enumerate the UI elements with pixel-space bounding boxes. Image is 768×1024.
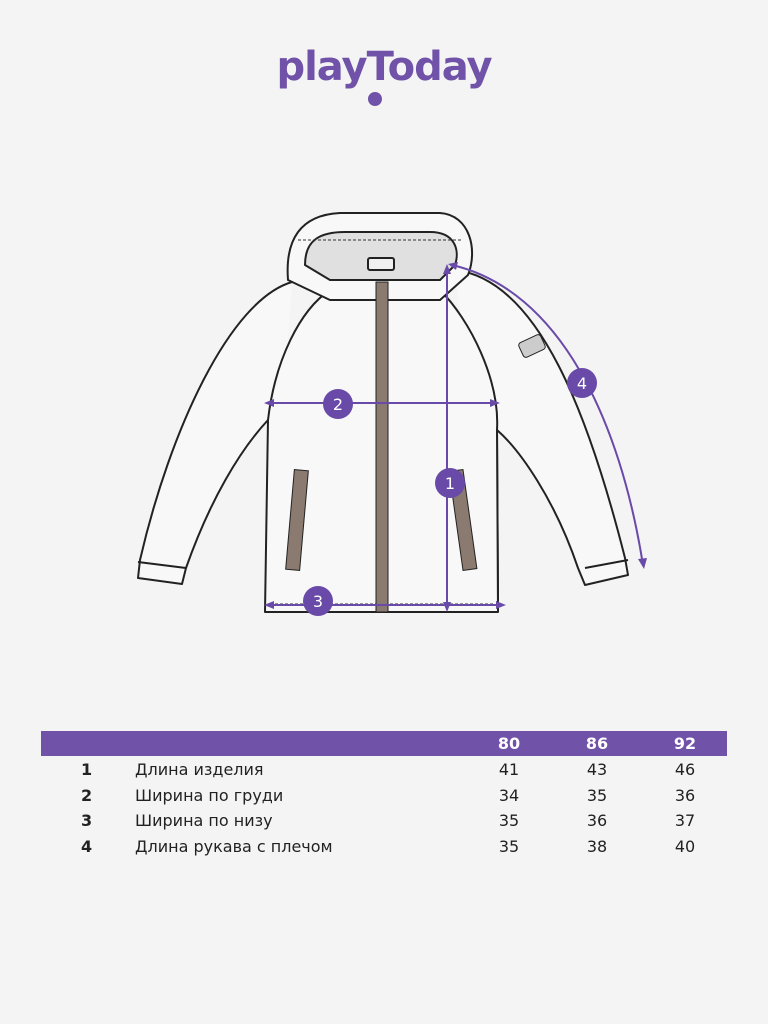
size-header: 92 — [673, 734, 697, 753]
marker-3: 3 — [303, 586, 333, 616]
cell-value: 35 — [498, 836, 520, 856]
row-number: 1 — [81, 760, 93, 779]
table-row: 1 Длина изделия 41 43 46 — [41, 756, 727, 782]
logo-dot — [368, 92, 382, 106]
marker-2: 2 — [323, 389, 353, 419]
size-header: 80 — [497, 734, 521, 753]
table-row: 4 Длина рукава с плечом 35 38 40 — [41, 833, 727, 859]
cell-value: 35 — [586, 785, 608, 805]
cell-value: 43 — [586, 760, 608, 779]
table-row: 3 Ширина по низу 35 36 37 — [41, 807, 727, 833]
size-table: 80 86 92 1 Длина изделия 41 43 46 2 Шири… — [41, 731, 727, 858]
cell-value: 38 — [586, 836, 608, 856]
logo-text: playToday — [276, 44, 492, 90]
arrowheads — [264, 262, 647, 612]
cell-value: 41 — [498, 760, 520, 779]
row-number: 4 — [81, 836, 93, 856]
cell-value: 34 — [498, 785, 520, 805]
row-label: Длина изделия — [135, 760, 264, 779]
cell-value: 36 — [586, 811, 608, 830]
table-row: 2 Ширина по груди 34 35 36 — [41, 782, 727, 808]
cell-value: 40 — [674, 836, 696, 856]
row-number: 2 — [81, 785, 93, 805]
jacket-sketch: 1 2 3 4 — [137, 212, 647, 616]
size-header: 86 — [585, 734, 609, 753]
size-table-header: 80 86 92 — [41, 731, 727, 756]
row-label: Ширина по низу — [135, 811, 273, 830]
cell-value: 37 — [674, 811, 696, 830]
sleeve-patch — [518, 334, 546, 358]
cell-value: 35 — [498, 811, 520, 830]
cell-value: 46 — [674, 760, 696, 779]
marker-4: 4 — [567, 368, 597, 398]
svg-text:4: 4 — [577, 374, 587, 393]
svg-text:3: 3 — [313, 592, 323, 611]
svg-text:1: 1 — [445, 474, 455, 493]
row-label: Ширина по груди — [135, 785, 284, 805]
row-label: Длина рукава с плечом — [135, 836, 333, 856]
cell-value: 36 — [674, 785, 696, 805]
marker-1: 1 — [435, 468, 465, 498]
brand-logo: playToday — [0, 44, 768, 106]
zipper — [285, 281, 478, 613]
row-number: 3 — [81, 811, 93, 830]
svg-text:2: 2 — [333, 395, 343, 414]
